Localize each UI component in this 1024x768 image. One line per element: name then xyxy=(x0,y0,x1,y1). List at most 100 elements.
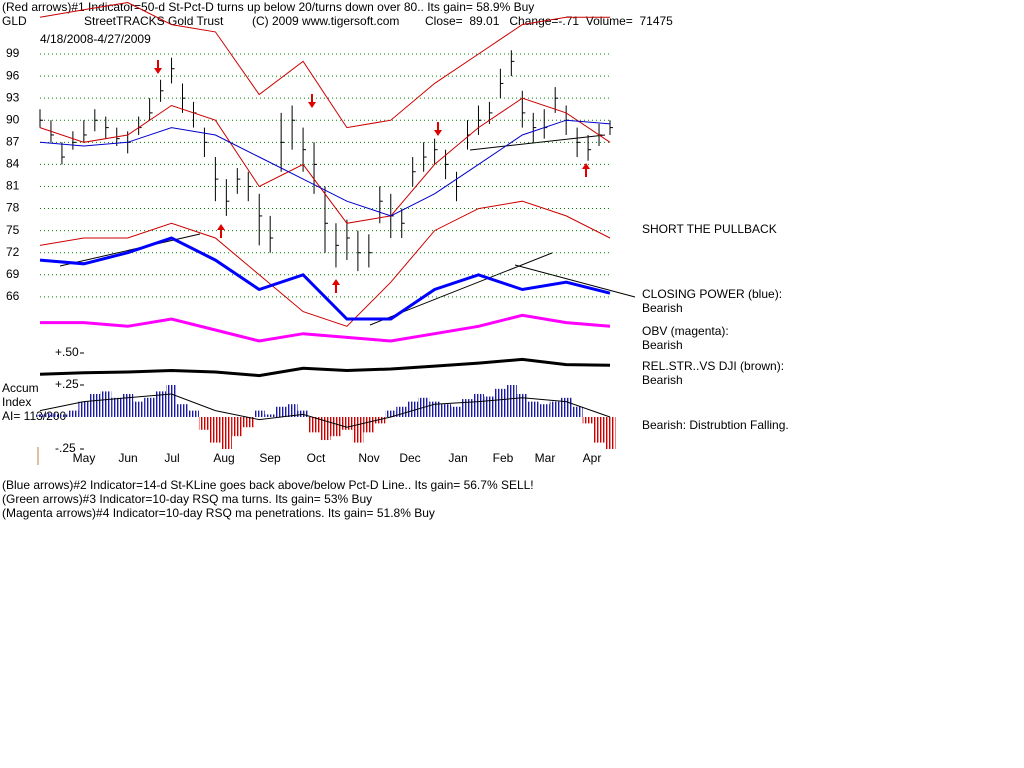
y-tick-label: 75 xyxy=(6,223,20,237)
y-tick-label: 93 xyxy=(6,90,20,104)
accum-bar xyxy=(67,410,79,417)
accum-bar xyxy=(100,391,112,417)
y-tick-label: 99 xyxy=(6,46,20,60)
accum-bar xyxy=(505,385,517,417)
indicator-line xyxy=(39,200,611,327)
accum-label: Index xyxy=(2,395,31,409)
accum-bar xyxy=(582,417,594,424)
accum-bar xyxy=(155,391,167,417)
accum-bar xyxy=(374,417,386,424)
annotation: Bearish xyxy=(642,338,683,352)
accum-bar xyxy=(483,396,495,417)
accum-bar xyxy=(352,417,364,443)
accum-bar xyxy=(56,414,68,417)
accum-bar xyxy=(187,410,199,417)
down-arrow xyxy=(308,94,316,108)
accum-label: AI= 113/200 xyxy=(2,409,66,423)
y-tick-label: 87 xyxy=(6,134,20,148)
accum-bar xyxy=(462,399,473,417)
accum-bar xyxy=(527,401,539,417)
y-tick-label: 96 xyxy=(6,68,20,82)
down-arrow xyxy=(154,60,162,74)
accum-bar xyxy=(166,385,178,417)
accum-bar xyxy=(385,410,397,417)
chart-title: StreetTRACKS Gold Trust xyxy=(84,14,224,28)
accum-bar xyxy=(198,417,210,430)
accum-bar xyxy=(494,388,506,417)
accum-bar xyxy=(177,404,188,417)
indicator-note: (Green arrows)#3 Indicator=10-day RSQ ma… xyxy=(2,492,372,506)
indicator-note: (Magenta arrows)#4 Indicator=10-day RSQ … xyxy=(2,506,435,520)
accum-bar xyxy=(122,393,134,417)
x-tick-label: Oct xyxy=(307,451,326,465)
y-tick-label: +.25 xyxy=(55,377,79,391)
accum-bar xyxy=(264,414,276,417)
copyright: (C) 2009 www.tigersoft.com xyxy=(252,14,399,28)
symbol: GLD xyxy=(2,14,27,28)
accum-label: Accum xyxy=(2,381,39,395)
annotation: SHORT THE PULLBACK xyxy=(642,222,777,236)
indicator-note: (Blue arrows)#2 Indicator=14-d St-KLine … xyxy=(2,478,534,492)
accum-bar xyxy=(330,417,342,437)
trend-line xyxy=(469,134,606,151)
y-tick-label: -.25 xyxy=(55,441,76,455)
accum-bar xyxy=(407,401,419,417)
x-tick-label: Dec xyxy=(399,451,420,465)
annotation: CLOSING POWER (blue): xyxy=(642,287,782,301)
accum-bar xyxy=(451,406,463,417)
accum-bar xyxy=(516,393,528,417)
trend-line xyxy=(514,264,636,298)
accum-bar xyxy=(133,401,145,417)
x-tick-label: Nov xyxy=(358,451,379,465)
accum-bar xyxy=(363,417,375,433)
subtitle: 4/18/2008-4/27/2009 xyxy=(40,32,151,46)
x-tick-label: Apr xyxy=(583,451,602,465)
y-tick-label: +.50 xyxy=(55,345,79,359)
accum-bar xyxy=(286,404,298,417)
y-tick-label: 81 xyxy=(6,179,20,193)
x-tick-label: Aug xyxy=(213,451,234,465)
accum-bar xyxy=(275,406,287,417)
x-tick-label: Sep xyxy=(259,451,281,465)
accum-bar xyxy=(429,401,441,417)
accum-bar xyxy=(319,417,331,441)
annotation: Bearish xyxy=(642,373,683,387)
x-tick-label: May xyxy=(73,451,96,465)
accum-bar xyxy=(45,413,57,417)
x-tick-label: Feb xyxy=(493,451,514,465)
indicator-line xyxy=(40,313,611,343)
accum-bar xyxy=(308,417,320,433)
y-tick-label: 78 xyxy=(6,201,20,215)
accum-bar xyxy=(220,417,232,449)
x-tick-label: Jun xyxy=(118,451,137,465)
accum-bar xyxy=(593,417,605,443)
y-tick-label: 72 xyxy=(6,245,20,259)
y-tick-label: 66 xyxy=(6,289,20,303)
x-tick-label: Mar xyxy=(535,451,556,465)
accum-bar xyxy=(34,414,46,417)
quote: Close= 89.01 Change=-.71 Volume= 71475 xyxy=(425,14,673,28)
x-tick-label: Jul xyxy=(164,451,179,465)
annotation: REL.STR..VS DJI (brown): xyxy=(642,359,784,373)
y-tick-label: 90 xyxy=(6,112,20,126)
accum-bar xyxy=(472,393,484,417)
accum-bar xyxy=(78,401,90,417)
accum-ma xyxy=(39,393,611,428)
annotation: Bearish xyxy=(642,301,683,315)
accum-bar xyxy=(571,406,583,417)
accum-bar xyxy=(231,417,243,437)
up-arrow xyxy=(582,163,590,177)
y-tick-label: 69 xyxy=(6,267,20,281)
accum-bar xyxy=(440,404,452,417)
indicator-note: (Red arrows)#1 Indicator=50-d St-Pct-D t… xyxy=(2,0,534,14)
y-tick-label: 84 xyxy=(6,157,20,171)
indicator-line xyxy=(39,357,611,378)
annotation: OBV (magenta): xyxy=(642,324,729,338)
indicator-line xyxy=(39,236,611,321)
accum-bar xyxy=(111,397,123,417)
signal-arrows xyxy=(154,60,590,293)
indicator-line xyxy=(39,1,610,129)
accum-bar xyxy=(297,410,309,417)
